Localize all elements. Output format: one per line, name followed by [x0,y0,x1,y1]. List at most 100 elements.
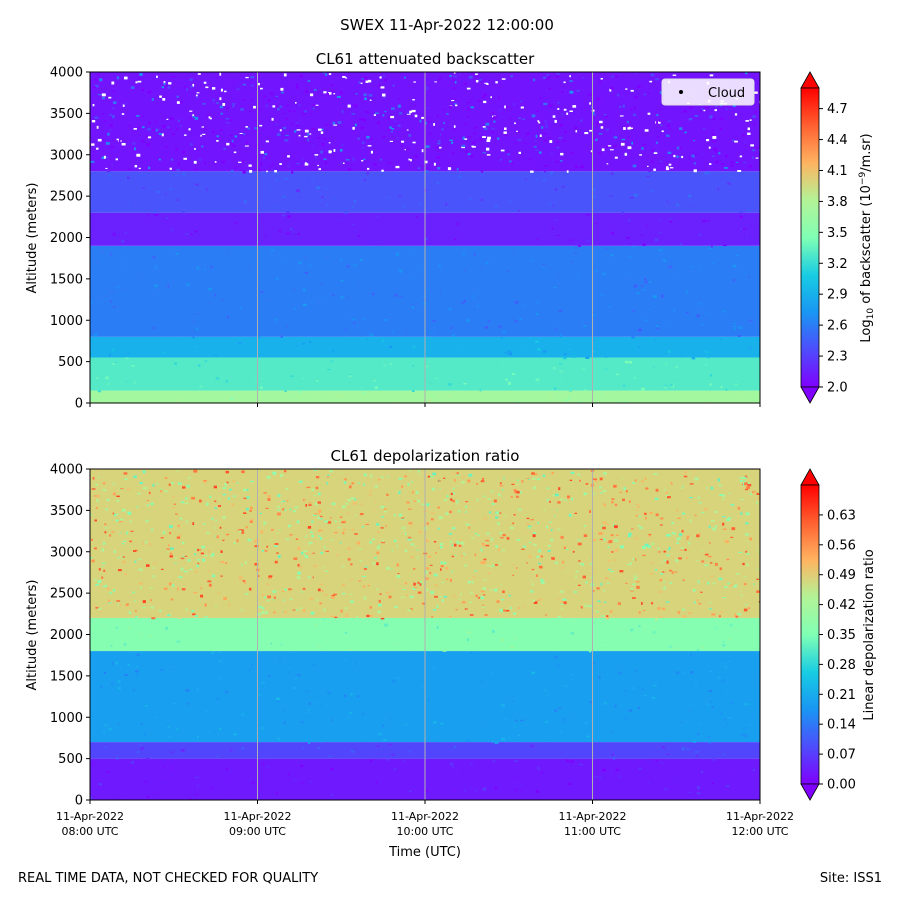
speckle [568,396,571,400]
speckle [292,288,296,291]
speckle [390,348,392,350]
speckle [449,75,452,77]
speckle [746,482,750,485]
speckle [381,339,384,343]
speckle [245,526,248,529]
speckle [450,492,453,495]
speckle [181,588,186,591]
speckle [507,269,510,273]
speckle [637,506,641,508]
speckle [451,544,454,546]
speckle [558,487,561,491]
speckle [519,645,524,647]
speckle [486,139,491,142]
speckle [125,603,129,606]
speckle [216,135,219,138]
speckle [735,630,740,633]
speckle [406,147,409,149]
speckle [668,163,672,166]
speckle [424,231,428,234]
speckle [430,591,434,594]
speckle [689,519,692,523]
speckle [250,84,255,87]
speckle [194,570,198,573]
speckle [690,537,692,540]
speckle [358,580,361,582]
speckle [193,160,197,164]
speckle [250,519,253,521]
speckle [138,744,143,746]
speckle [384,111,387,113]
speckle [384,623,388,627]
speckle [340,609,343,613]
speckle [208,287,212,291]
speckle [301,566,305,569]
speckle [318,512,321,515]
speckle [539,134,542,137]
speckle [404,723,408,726]
speckle [307,178,311,181]
speckle [366,643,369,645]
speckle [606,615,609,617]
speckle [549,500,551,503]
speckle [368,198,373,200]
speckle [137,558,142,560]
speckle [292,687,297,689]
speckle [279,529,281,531]
speckle [530,519,534,521]
speckle [665,134,670,137]
speckle [309,531,313,534]
speckle [738,551,743,553]
speckle [133,550,137,552]
speckle [468,75,473,79]
speckle [213,526,216,530]
speckle [315,104,319,106]
speckle [347,499,351,502]
speckle [585,722,588,724]
speckle [482,542,485,546]
speckle [304,499,307,502]
speckle [428,399,431,402]
speckle [93,333,97,337]
speckle [283,721,286,725]
speckle [271,117,274,121]
speckle [533,634,537,638]
speckle [688,157,691,160]
speckle [392,483,395,485]
speckle [703,109,706,112]
speckle [666,554,670,557]
speckle [185,689,190,692]
speckle [106,208,109,210]
speckle [176,470,179,472]
colorbar-tick-label: 0.07 [827,748,856,763]
speckle [739,480,743,482]
speckle [622,96,626,98]
speckle [743,483,745,486]
speckle [151,528,154,531]
speckle [281,91,284,94]
speckle [159,609,162,612]
speckle [103,569,106,572]
speckle [630,562,632,565]
speckle [430,512,435,514]
speckle [566,549,569,551]
speckle [601,148,605,152]
speckle [101,548,105,552]
speckle [412,99,415,101]
speckle [235,221,238,225]
speckle [302,158,305,161]
speckle [643,694,647,697]
speckle [196,688,199,691]
speckle [238,342,242,344]
speckle [320,529,324,531]
speckle [462,601,466,604]
speckle [533,532,536,535]
speckle [568,513,572,517]
speckle [385,591,390,594]
speckle [653,168,656,171]
speckle [392,84,395,87]
speckle [723,500,725,503]
speckle [603,601,607,603]
speckle [724,665,727,669]
